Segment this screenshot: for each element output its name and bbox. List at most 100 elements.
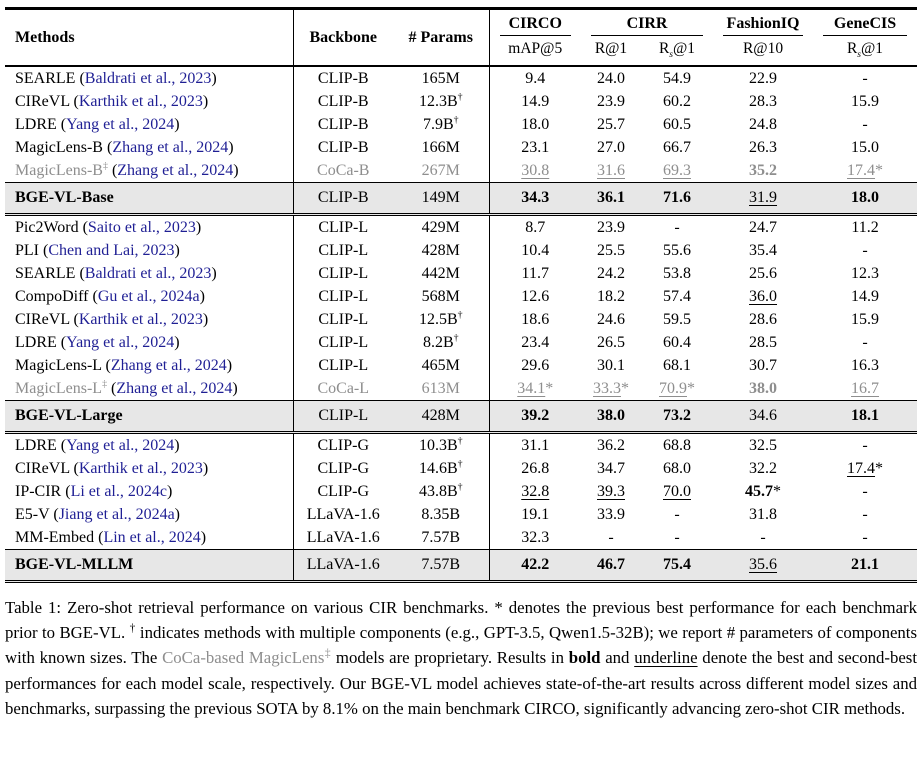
metric-cell: 28.5 (749, 333, 778, 351)
citation-link[interactable]: Zhang et al., 2024 (116, 379, 233, 397)
method-name: Pic2Word (15, 218, 79, 236)
metric-cell: 34.3 (489, 182, 581, 216)
metric-cell: 45.7* (745, 482, 782, 500)
method-cell: MagicLens-B (Zhang et al., 2024) (5, 136, 294, 159)
caption-styled-text: bold (568, 648, 601, 668)
method-name: LDRE (15, 115, 57, 133)
citation-link[interactable]: Chen and Lai, 2023 (48, 241, 175, 259)
citation-link[interactable]: Baldrati et al., 2023 (84, 264, 212, 282)
method-cell: MagicLens-B‡ (Zhang et al., 2024) (5, 159, 294, 183)
metric-cell: 31.8 (749, 505, 778, 523)
params-cell: 7.57B (393, 526, 490, 550)
metric-cell: 17.4* (847, 459, 884, 477)
citation-link[interactable]: Zhang et al., 2024 (110, 356, 227, 374)
metric-cell: - (862, 436, 868, 454)
citation-link[interactable]: Gu et al., 2024a (97, 287, 200, 305)
metric-cell: 10.4 (521, 241, 550, 259)
metric-cell: 36.1 (581, 182, 641, 216)
method-cell: SEARLE (Baldrati et al., 2023) (5, 66, 294, 90)
caption-styled-text: CoCa-based MagicLens (162, 648, 325, 668)
metric-cell: - (608, 528, 614, 546)
method-cell: Pic2Word (Saito et al., 2023) (5, 214, 294, 239)
method-cell: LDRE (Yang et al., 2024) (5, 432, 294, 457)
method-name: SEARLE (15, 264, 76, 282)
params-cell: 43.8B† (393, 480, 490, 503)
citation-link[interactable]: Yang et al., 2024 (66, 333, 175, 351)
params-cell: 12.3B† (393, 90, 490, 113)
method-cell: CompoDiff (Gu et al., 2024a) (5, 285, 294, 308)
method-cell: MM-Embed (Lin et al., 2024) (5, 526, 294, 550)
metric-cell: 30.7 (749, 356, 778, 374)
params-cell: 267M (393, 159, 490, 183)
method-cell: MagicLens-L (Zhang et al., 2024) (5, 354, 294, 377)
metric-cell: 70.0 (663, 482, 691, 500)
metric-cell: 15.0 (851, 138, 880, 156)
citation-link[interactable]: Karthik et al., 2023 (78, 92, 203, 110)
citation-link[interactable]: Zhang et al., 2024 (112, 138, 229, 156)
metric-cell: 21.1 (813, 549, 918, 583)
metric-cell: 15.9 (851, 310, 880, 328)
method-name: MagicLens-L‡ (15, 378, 108, 397)
params-cell: 14.6B† (393, 457, 490, 480)
citation-link[interactable]: Karthik et al., 2023 (78, 310, 203, 328)
params-cell: 166M (393, 136, 490, 159)
citation-link[interactable]: Baldrati et al., 2023 (84, 69, 212, 87)
method-name: PLI (15, 241, 39, 259)
citation-link[interactable]: Saito et al., 2023 (87, 218, 196, 236)
backbone-cell: LLaVA-1.6 (293, 549, 393, 583)
citation-link[interactable]: Li et al., 2024c (70, 482, 167, 500)
method-name: BGE-VL-Large (15, 407, 123, 424)
metric-cell: 55.6 (663, 241, 691, 259)
metric-cell: 26.3 (749, 138, 778, 156)
params-cell: 8.35B (393, 503, 490, 526)
group-label: CIRCO (499, 15, 571, 36)
metric-cell: - (862, 528, 868, 546)
backbone-cell: CLIP-B (317, 92, 369, 110)
highlight-row: BGE-VL-Large CLIP-L 428M 39.2 38.0 73.2 34.6 18… (5, 400, 918, 434)
citation-link[interactable]: Karthik et al., 2023 (78, 459, 203, 477)
metric-cell: 60.5 (663, 115, 691, 133)
citation-link[interactable]: Yang et al., 2024 (66, 115, 175, 133)
table-row: CIReVL (Karthik et al., 2023) CLIP-B 12.3B… (5, 90, 917, 113)
table-row: E5-V (Jiang et al., 2024a) LLaVA-1.6 8.35B… (5, 503, 917, 526)
metric-cell: 24.8 (749, 115, 778, 133)
metric-cell: 34.6 (713, 400, 814, 434)
citation-link[interactable]: Yang et al., 2024 (66, 436, 175, 454)
method-name: MagicLens-B‡ (15, 160, 108, 179)
method-name: LDRE (15, 333, 57, 351)
params-cell: 10.3B† (393, 432, 490, 457)
metric-cell: 32.2 (749, 459, 778, 477)
highlight-row: BGE-VL-Base CLIP-B 149M 34.3 36.1 71.6 31.9 18.… (5, 182, 918, 216)
metric-cell: 26.8 (521, 459, 550, 477)
metric-cell: - (862, 115, 868, 133)
metric-cell: 17.4* (847, 161, 884, 179)
metric-cell: 16.3 (851, 356, 880, 374)
highlight-row: BGE-VL-MLLM LLaVA-1.6 7.57B 42.2 46.7 75.4 35.… (5, 549, 918, 583)
metric-cell: - (674, 218, 680, 236)
metric-cell: 16.7 (851, 379, 880, 397)
caption-text: and (600, 648, 635, 668)
metric-cell: 11.2 (851, 218, 879, 236)
caption-styled-text: ‡ (324, 647, 332, 660)
metric-cell: 18.1 (813, 400, 918, 434)
backbone-cell: CLIP-B (293, 182, 393, 216)
caption-text: denote the best and second-best performa… (5, 648, 917, 718)
citation-link[interactable]: Zhang et al., 2024 (117, 161, 234, 179)
metric-cell: 23.9 (597, 218, 625, 236)
sub-header-r1: R@1 (581, 36, 641, 67)
header-sub-row: mAP@5 R@1 Rs@1 R@10 Rs@1 (5, 36, 918, 67)
params-cell: 465M (393, 354, 490, 377)
method-name: CompoDiff (15, 287, 89, 305)
citation-link[interactable]: Lin et al., 2024 (103, 528, 201, 546)
sub-header-map5: mAP@5 (489, 36, 581, 67)
citation-link[interactable]: Jiang et al., 2024a (58, 505, 175, 523)
group-label: GeneCIS (823, 15, 908, 36)
metric-cell: 36.2 (597, 436, 625, 454)
caption-styled-text: underline (634, 648, 698, 668)
backbone-cell: LLaVA-1.6 (306, 528, 380, 546)
table-row: Pic2Word (Saito et al., 2023) CLIP-L 429M 8… (5, 214, 917, 239)
params-cell: 12.5B† (393, 308, 490, 331)
params-cell: 7.57B (393, 549, 490, 583)
table-row: MagicLens-B (Zhang et al., 2024) CLIP-B 16… (5, 136, 917, 159)
metric-cell: 18.0 (813, 182, 918, 216)
